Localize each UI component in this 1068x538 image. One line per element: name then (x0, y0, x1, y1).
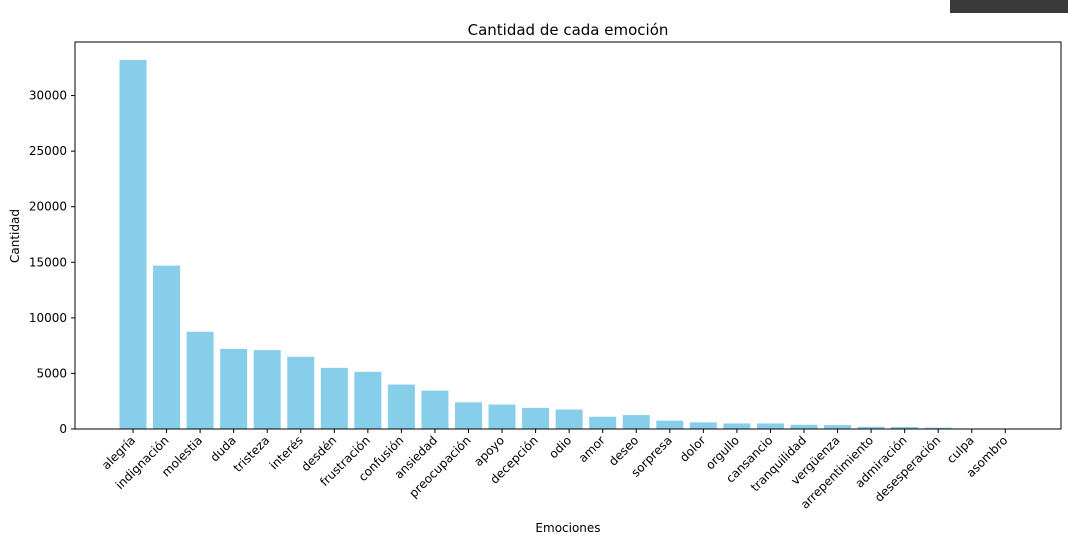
bar-confusión (387, 384, 415, 429)
x-tick-label: dolor (677, 433, 709, 465)
x-tick-label: duda (208, 433, 239, 464)
bar-duda (220, 348, 248, 429)
y-tick-label: 5000 (36, 366, 67, 380)
bar-apoyo (488, 404, 516, 429)
bar-admiración (891, 427, 919, 429)
y-tick-label: 0 (59, 422, 67, 436)
bar-arrepentimiento (857, 426, 885, 429)
bar-orgullo (723, 423, 751, 429)
y-tick-label: 25000 (29, 144, 67, 158)
bar-amor (589, 416, 617, 429)
x-tick-label: odio (546, 433, 574, 461)
bar-desesperación (924, 427, 952, 429)
bar-desdén (320, 367, 348, 429)
y-axis: 0 5000 10000 15000 20000 25000 30000 (29, 89, 75, 436)
x-tick-label: preocupación (406, 433, 473, 500)
bar-alegría (119, 60, 147, 429)
bars-group (119, 60, 1019, 429)
bar-decepción (522, 407, 550, 429)
y-tick-label: 15000 (29, 255, 67, 269)
bar-deseo (622, 415, 650, 429)
y-tick-label: 10000 (29, 311, 67, 325)
x-axis-label: Emociones (535, 521, 600, 535)
chart-title: Cantidad de cada emoción (468, 21, 669, 39)
bar-odio (555, 409, 583, 429)
bar-interés (287, 356, 315, 429)
bar-preocupación (455, 402, 482, 429)
bar-ansiedad (421, 390, 449, 429)
bar-dolor (689, 422, 717, 429)
bar-tranquilidad (790, 424, 818, 429)
corner-toolbar-block (950, 0, 1068, 13)
bar-vergüenza (824, 425, 852, 429)
bar-sorpresa (656, 420, 684, 429)
y-tick-label: 30000 (29, 89, 67, 103)
bar-molestia (186, 331, 214, 429)
bar-tristeza (253, 350, 281, 429)
bar-cansancio (756, 423, 784, 429)
x-tick-label: tristeza (231, 433, 273, 475)
x-tick-label: amor (576, 433, 608, 465)
bar-indignación (153, 265, 181, 429)
y-tick-label: 20000 (29, 200, 67, 214)
plot-frame (74, 41, 1062, 430)
bar-frustración (354, 371, 382, 429)
y-axis-label: Cantidad (8, 209, 22, 263)
